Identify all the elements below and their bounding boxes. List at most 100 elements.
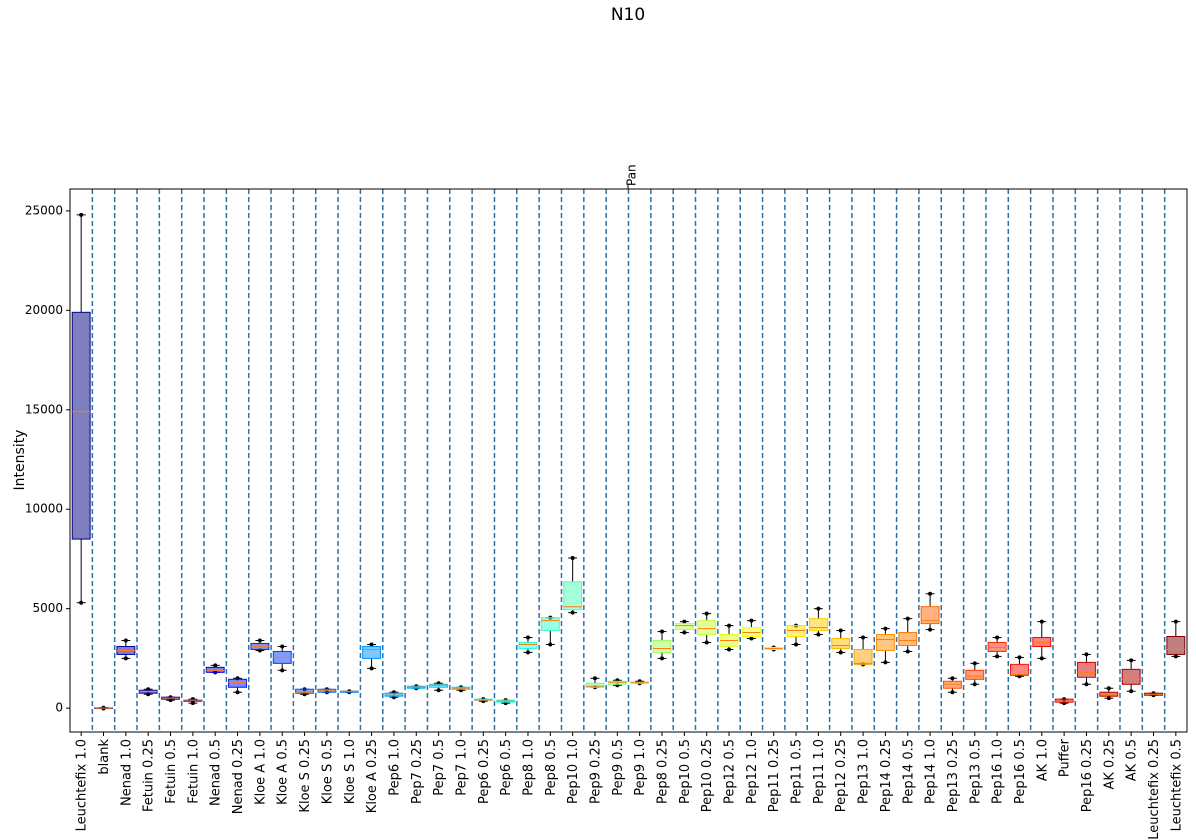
whisker-low-point — [816, 632, 821, 637]
x-tick-label: Pep16 0.5 — [1013, 739, 1028, 804]
box — [1166, 636, 1186, 655]
x-tick-label: Pep12 0.5 — [723, 739, 738, 804]
x-tick-label: Pep9 0.5 — [611, 739, 626, 796]
whisker-high-point — [816, 606, 821, 611]
whisker-high-point — [950, 676, 955, 681]
whisker-low-point — [727, 647, 732, 652]
x-tick-label: Pep16 0.25 — [1080, 739, 1095, 812]
whisker-high-point — [727, 623, 732, 628]
whisker-low-point — [1084, 682, 1089, 687]
x-tick-label: Pep11 0.5 — [790, 739, 805, 804]
x-tick-label: Leuchtefix 1.0 — [75, 739, 90, 831]
whisker-low-point — [1106, 696, 1111, 701]
box — [875, 634, 895, 651]
x-tick-label: Kloe A 0.5 — [276, 739, 291, 805]
box — [853, 648, 873, 665]
x-tick-label: Pep13 0.5 — [968, 739, 983, 804]
x-tick-label: Pep6 1.0 — [387, 739, 402, 796]
x-tick-label: Nenad 0.25 — [231, 739, 246, 814]
whisker-low-point — [794, 642, 799, 647]
x-tick-label: Pep12 0.25 — [834, 739, 849, 812]
whisker-high-point — [570, 555, 575, 560]
whisker-low-point — [1039, 656, 1044, 661]
whisker-low-point — [1173, 654, 1178, 659]
box — [518, 641, 538, 649]
y-axis-label: Intensity — [12, 430, 28, 491]
x-tick-label: Pep10 0.5 — [678, 739, 693, 804]
x-tick-label: Pep7 0.5 — [432, 739, 447, 796]
box — [585, 682, 605, 688]
x-tick-label: Pep14 0.5 — [901, 739, 916, 804]
whisker-high-point — [123, 638, 128, 643]
box — [652, 640, 672, 653]
box — [228, 678, 247, 688]
top-axis-label: Pan — [625, 164, 639, 186]
whisker-high-point — [1084, 652, 1089, 657]
whisker-high-point — [749, 618, 754, 623]
whisker-low-point — [682, 630, 687, 635]
x-tick-label: Fetuin 0.5 — [164, 739, 179, 804]
whisker-high-point — [905, 616, 910, 621]
whisker-low-point — [436, 688, 441, 693]
box — [295, 688, 315, 694]
box — [1010, 663, 1029, 676]
whisker-low-point — [190, 701, 195, 706]
x-tick-label: Pep7 0.25 — [410, 739, 425, 804]
whisker-high-point — [79, 212, 84, 217]
x-tick-label: Kloe S 1.0 — [343, 739, 358, 804]
box — [920, 606, 940, 625]
y-tick-label: 15000 — [25, 402, 63, 416]
x-tick-label: Nenad 1.0 — [119, 739, 134, 806]
x-tick-label: Pep7 1.0 — [454, 739, 469, 796]
x-tick-label: Pep13 0.25 — [946, 739, 961, 812]
whisker-low-point — [883, 660, 888, 665]
whisker-high-point — [369, 642, 374, 647]
x-tick-label: Pep9 1.0 — [633, 739, 648, 796]
whisker-high-point — [1017, 655, 1022, 660]
x-tick-label: Fetuin 1.0 — [186, 739, 201, 804]
y-tick-label: 10000 — [25, 502, 63, 516]
x-tick-label: Kloe A 0.25 — [365, 739, 380, 813]
whisker-low-point — [570, 610, 575, 615]
x-tick-label: Leuchtefix 0.5 — [1169, 739, 1184, 831]
whisker-low-point — [369, 666, 374, 671]
whisker-high-point — [883, 626, 888, 631]
x-tick-label: blank — [97, 739, 112, 775]
box — [362, 645, 382, 659]
whisker-high-point — [213, 663, 218, 668]
box — [898, 632, 918, 646]
x-tick-label: Pep10 1.0 — [566, 739, 581, 804]
whisker-high-point — [660, 629, 665, 634]
whisker-low-point — [235, 690, 240, 695]
x-tick-label: Pep6 0.25 — [477, 739, 492, 804]
box — [71, 311, 91, 540]
x-tick-label: Kloe S 0.25 — [298, 739, 313, 813]
x-tick-label: Pep12 1.0 — [745, 739, 760, 804]
box — [1121, 668, 1141, 685]
box — [965, 669, 985, 680]
y-tick-label: 25000 — [25, 203, 63, 217]
x-tick-label: Pep10 0.25 — [700, 739, 715, 812]
x-tick-label: AK 0.25 — [1102, 739, 1117, 790]
x-tick-label: Pep13 1.0 — [857, 739, 872, 804]
x-tick-label: Pep14 0.25 — [879, 739, 894, 812]
x-tick-label: Pep11 0.25 — [767, 739, 782, 812]
whisker-low-point — [972, 682, 977, 687]
x-tick-label: Pep8 1.0 — [521, 739, 536, 796]
y-tick-label: 0 — [55, 701, 63, 715]
box — [831, 638, 851, 649]
box — [808, 618, 828, 632]
whisker-high-point — [1173, 619, 1178, 624]
x-tick-label: Pep8 0.5 — [544, 739, 559, 796]
x-tick-label: Kloe S 0.5 — [320, 739, 335, 804]
whisker-low-point — [995, 654, 1000, 659]
plot-frame — [69, 188, 1188, 733]
box — [563, 581, 583, 611]
whisker-low-point — [905, 649, 910, 654]
x-tick-label: Fetuin 0.25 — [142, 739, 157, 812]
x-tick-label: Pep8 0.25 — [656, 739, 671, 804]
whisker-low-point — [660, 656, 665, 661]
whisker-low-point — [280, 668, 285, 673]
x-tick-label: Pep9 0.25 — [588, 739, 603, 804]
whisker-high-point — [995, 635, 1000, 640]
